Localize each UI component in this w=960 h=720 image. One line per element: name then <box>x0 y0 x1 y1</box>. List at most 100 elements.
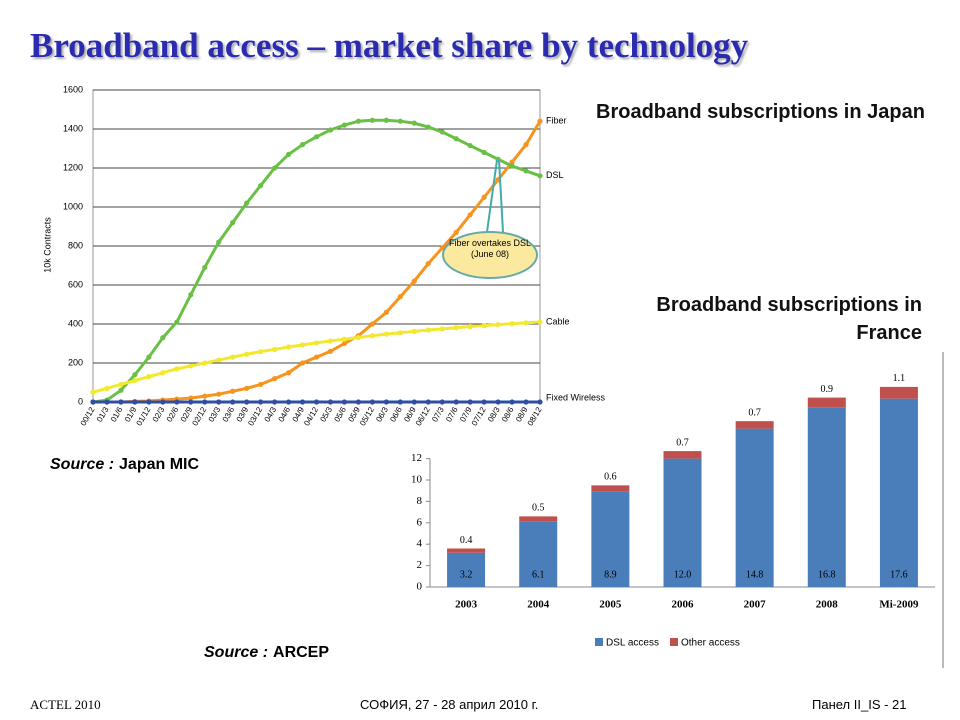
data-point <box>174 319 180 325</box>
x-tick-label: 08/12 <box>526 405 544 427</box>
x-tick-label: 01/12 <box>135 405 153 427</box>
x-tick-label: 2005 <box>599 599 622 611</box>
data-point <box>216 391 222 397</box>
x-tick-label: 07/3 <box>430 405 446 423</box>
value-label: 17.6 <box>890 569 908 580</box>
x-tick-label: 03/12 <box>246 405 264 427</box>
x-tick-label: 07/6 <box>444 405 460 423</box>
data-point <box>327 399 334 405</box>
data-point <box>523 320 529 326</box>
value-label: 0.7 <box>676 437 689 448</box>
bar-segment <box>519 521 558 587</box>
data-point <box>467 212 473 218</box>
data-point <box>537 118 543 124</box>
y-tick-label: 2 <box>417 559 423 571</box>
callout-pointer <box>498 159 504 233</box>
data-point <box>90 389 96 395</box>
data-point <box>397 294 403 300</box>
bar-segment <box>591 491 630 587</box>
source-japan: Source : Japan MIC <box>50 456 199 474</box>
data-point <box>188 292 194 298</box>
data-point <box>537 319 543 325</box>
y-tick-label: 6 <box>417 516 423 528</box>
data-point <box>146 354 152 360</box>
value-label: 0.6 <box>604 472 617 483</box>
data-point <box>188 395 194 401</box>
data-point <box>397 118 403 124</box>
data-point <box>258 349 264 355</box>
x-tick-label: 03/3 <box>207 405 223 423</box>
data-point <box>439 129 445 135</box>
data-point <box>453 399 459 405</box>
bar-segment <box>807 407 846 587</box>
x-tick-label: 01/3 <box>95 405 111 423</box>
japan-heading: Broadband subscriptions in Japan <box>596 101 925 123</box>
data-point <box>160 370 166 376</box>
data-point <box>174 366 180 372</box>
legend-label: Other access <box>681 638 740 649</box>
data-point <box>188 363 194 369</box>
data-point <box>383 399 389 405</box>
y-tick-label: 800 <box>68 240 83 250</box>
x-tick-label: 06/3 <box>374 405 390 423</box>
y-tick-label: 10 <box>411 474 423 486</box>
data-point <box>383 117 389 123</box>
x-tick-label: 07/12 <box>470 405 488 427</box>
data-point <box>299 342 306 348</box>
data-point <box>425 327 431 333</box>
data-point <box>216 357 222 363</box>
series-label: Fixed Wireless <box>546 392 606 402</box>
data-point <box>369 117 375 123</box>
value-label: 3.2 <box>460 569 473 580</box>
bar-segment <box>519 516 558 522</box>
x-tick-label: 06/6 <box>388 405 404 423</box>
value-label: 6.1 <box>532 569 545 580</box>
x-tick-label: 04/12 <box>302 405 320 427</box>
data-point <box>453 229 459 235</box>
data-point <box>118 399 124 405</box>
footer-right: Панел II_IS - 21 <box>812 697 907 712</box>
value-label: 8.9 <box>604 569 617 580</box>
value-label: 12.0 <box>674 569 692 580</box>
x-tick-label: 04/6 <box>277 405 293 423</box>
data-point <box>537 399 543 405</box>
data-point <box>355 399 362 405</box>
data-point <box>369 399 375 405</box>
legend-label: DSL access <box>606 638 659 649</box>
value-label: 16.8 <box>818 569 836 580</box>
data-point <box>244 200 250 206</box>
x-tick-label: 05/12 <box>358 405 376 427</box>
data-point <box>509 159 515 165</box>
data-point <box>355 334 362 341</box>
data-point <box>439 399 445 405</box>
data-point <box>495 399 501 405</box>
x-tick-label: 06/12 <box>414 405 432 427</box>
source-text: ARCEP <box>273 644 330 661</box>
data-point <box>341 340 348 347</box>
legend-swatch <box>670 638 678 646</box>
data-point <box>481 149 487 155</box>
bar-segment <box>663 451 702 459</box>
x-tick-label: 2008 <box>816 599 839 611</box>
y-tick-label: 1200 <box>63 162 83 172</box>
data-point <box>132 372 138 378</box>
value-label: 0.9 <box>821 384 834 395</box>
value-label: 0.7 <box>748 407 761 418</box>
data-point <box>299 142 306 148</box>
x-tick-label: 2003 <box>455 599 478 611</box>
data-point <box>481 194 487 200</box>
data-point <box>146 399 152 405</box>
data-point <box>132 377 138 384</box>
data-point <box>397 399 403 405</box>
series-label: Cable <box>546 316 570 326</box>
data-point <box>230 399 236 405</box>
data-point <box>118 381 124 388</box>
data-point <box>341 122 348 128</box>
x-tick-label: 05/6 <box>332 405 348 423</box>
data-point <box>411 399 417 405</box>
data-point <box>495 321 501 328</box>
data-point <box>509 399 515 405</box>
data-point <box>202 264 208 271</box>
x-tick-label: 01/6 <box>109 405 125 423</box>
